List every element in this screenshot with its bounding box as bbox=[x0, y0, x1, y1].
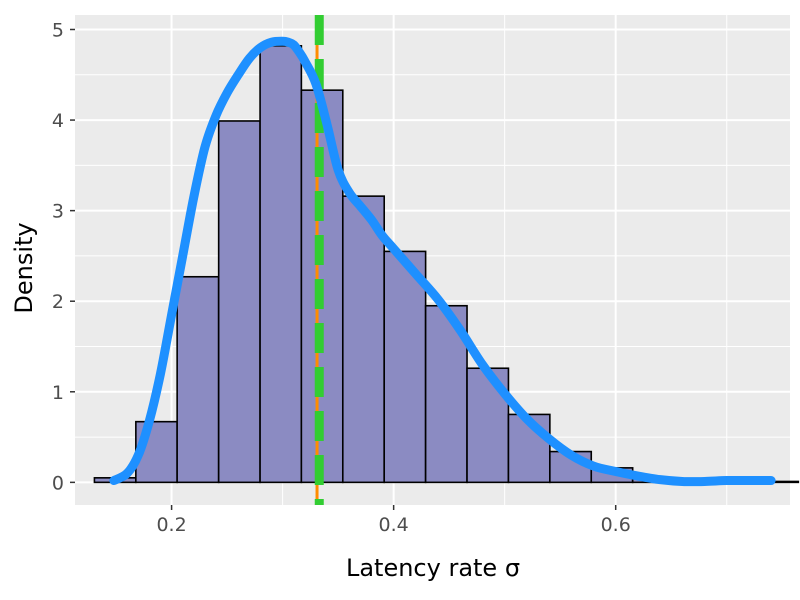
axis-ticks: 0.2 0.4 0.6 0 1 2 3 4 5 bbox=[52, 19, 631, 536]
x-tick-label: 0.6 bbox=[601, 514, 631, 536]
x-axis-title: Latency rate σ bbox=[346, 554, 520, 582]
x-tick-label: 0.2 bbox=[156, 514, 186, 536]
histogram-bar bbox=[217, 120, 261, 484]
y-tick-label: 2 bbox=[52, 291, 64, 313]
density-curve bbox=[109, 36, 776, 487]
density-curve-layer bbox=[109, 36, 776, 487]
y-tick-label: 4 bbox=[52, 110, 64, 132]
y-tick-label: 1 bbox=[52, 382, 64, 404]
histogram-bar bbox=[341, 195, 386, 484]
histogram-bar bbox=[176, 275, 220, 484]
y-tick-label: 3 bbox=[52, 201, 64, 223]
x-tick-label: 0.4 bbox=[379, 514, 409, 536]
histogram-bar bbox=[259, 44, 303, 484]
y-axis-title: Density bbox=[10, 222, 38, 313]
y-tick-label: 5 bbox=[52, 19, 64, 41]
y-tick-label: 0 bbox=[52, 472, 64, 494]
histogram-bar bbox=[383, 250, 427, 484]
